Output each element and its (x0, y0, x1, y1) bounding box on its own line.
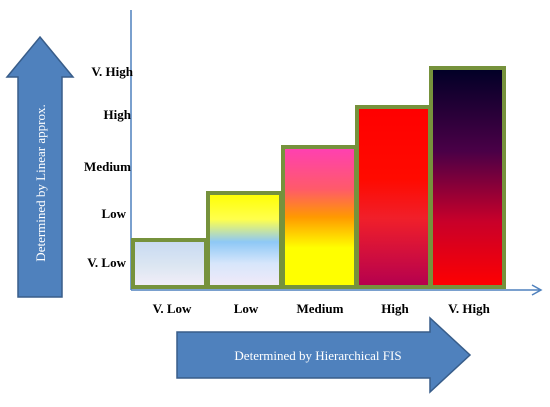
x-label-vhigh: V. High (448, 301, 490, 316)
x-label-high: High (381, 301, 409, 316)
hierarchical-fis-arrow-shape (176, 316, 472, 394)
y-label-low: Low (101, 206, 126, 221)
bar-low (206, 191, 283, 289)
y-axis-labels: V. Low Low Medium High V. High (84, 64, 134, 270)
bar-medium (281, 145, 358, 289)
x-label-low: Low (234, 301, 259, 316)
linear-approx-arrow: Determined by Linear approx. (5, 35, 75, 298)
bar-vlow (131, 238, 208, 289)
bars (131, 66, 506, 289)
x-label-vlow: V. Low (153, 301, 192, 316)
x-axis-labels: V. Low Low Medium High V. High (153, 301, 491, 316)
bar-high (355, 105, 432, 289)
linear-approx-arrow-shape (5, 35, 75, 298)
bar-vhigh (429, 66, 506, 289)
y-label-high: High (104, 107, 132, 122)
y-label-vhigh: V. High (91, 64, 133, 79)
hierarchical-fis-arrow: Determined by Hierarchical FIS (176, 316, 472, 394)
y-label-vlow: V. Low (87, 255, 126, 270)
linear-approx-arrow-label: Determined by Linear approx. (33, 104, 48, 261)
x-label-medium: Medium (297, 301, 344, 316)
hierarchical-fis-arrow-label: Determined by Hierarchical FIS (234, 348, 401, 363)
x-axis-arrowhead (531, 284, 543, 296)
y-label-medium: Medium (84, 159, 131, 174)
